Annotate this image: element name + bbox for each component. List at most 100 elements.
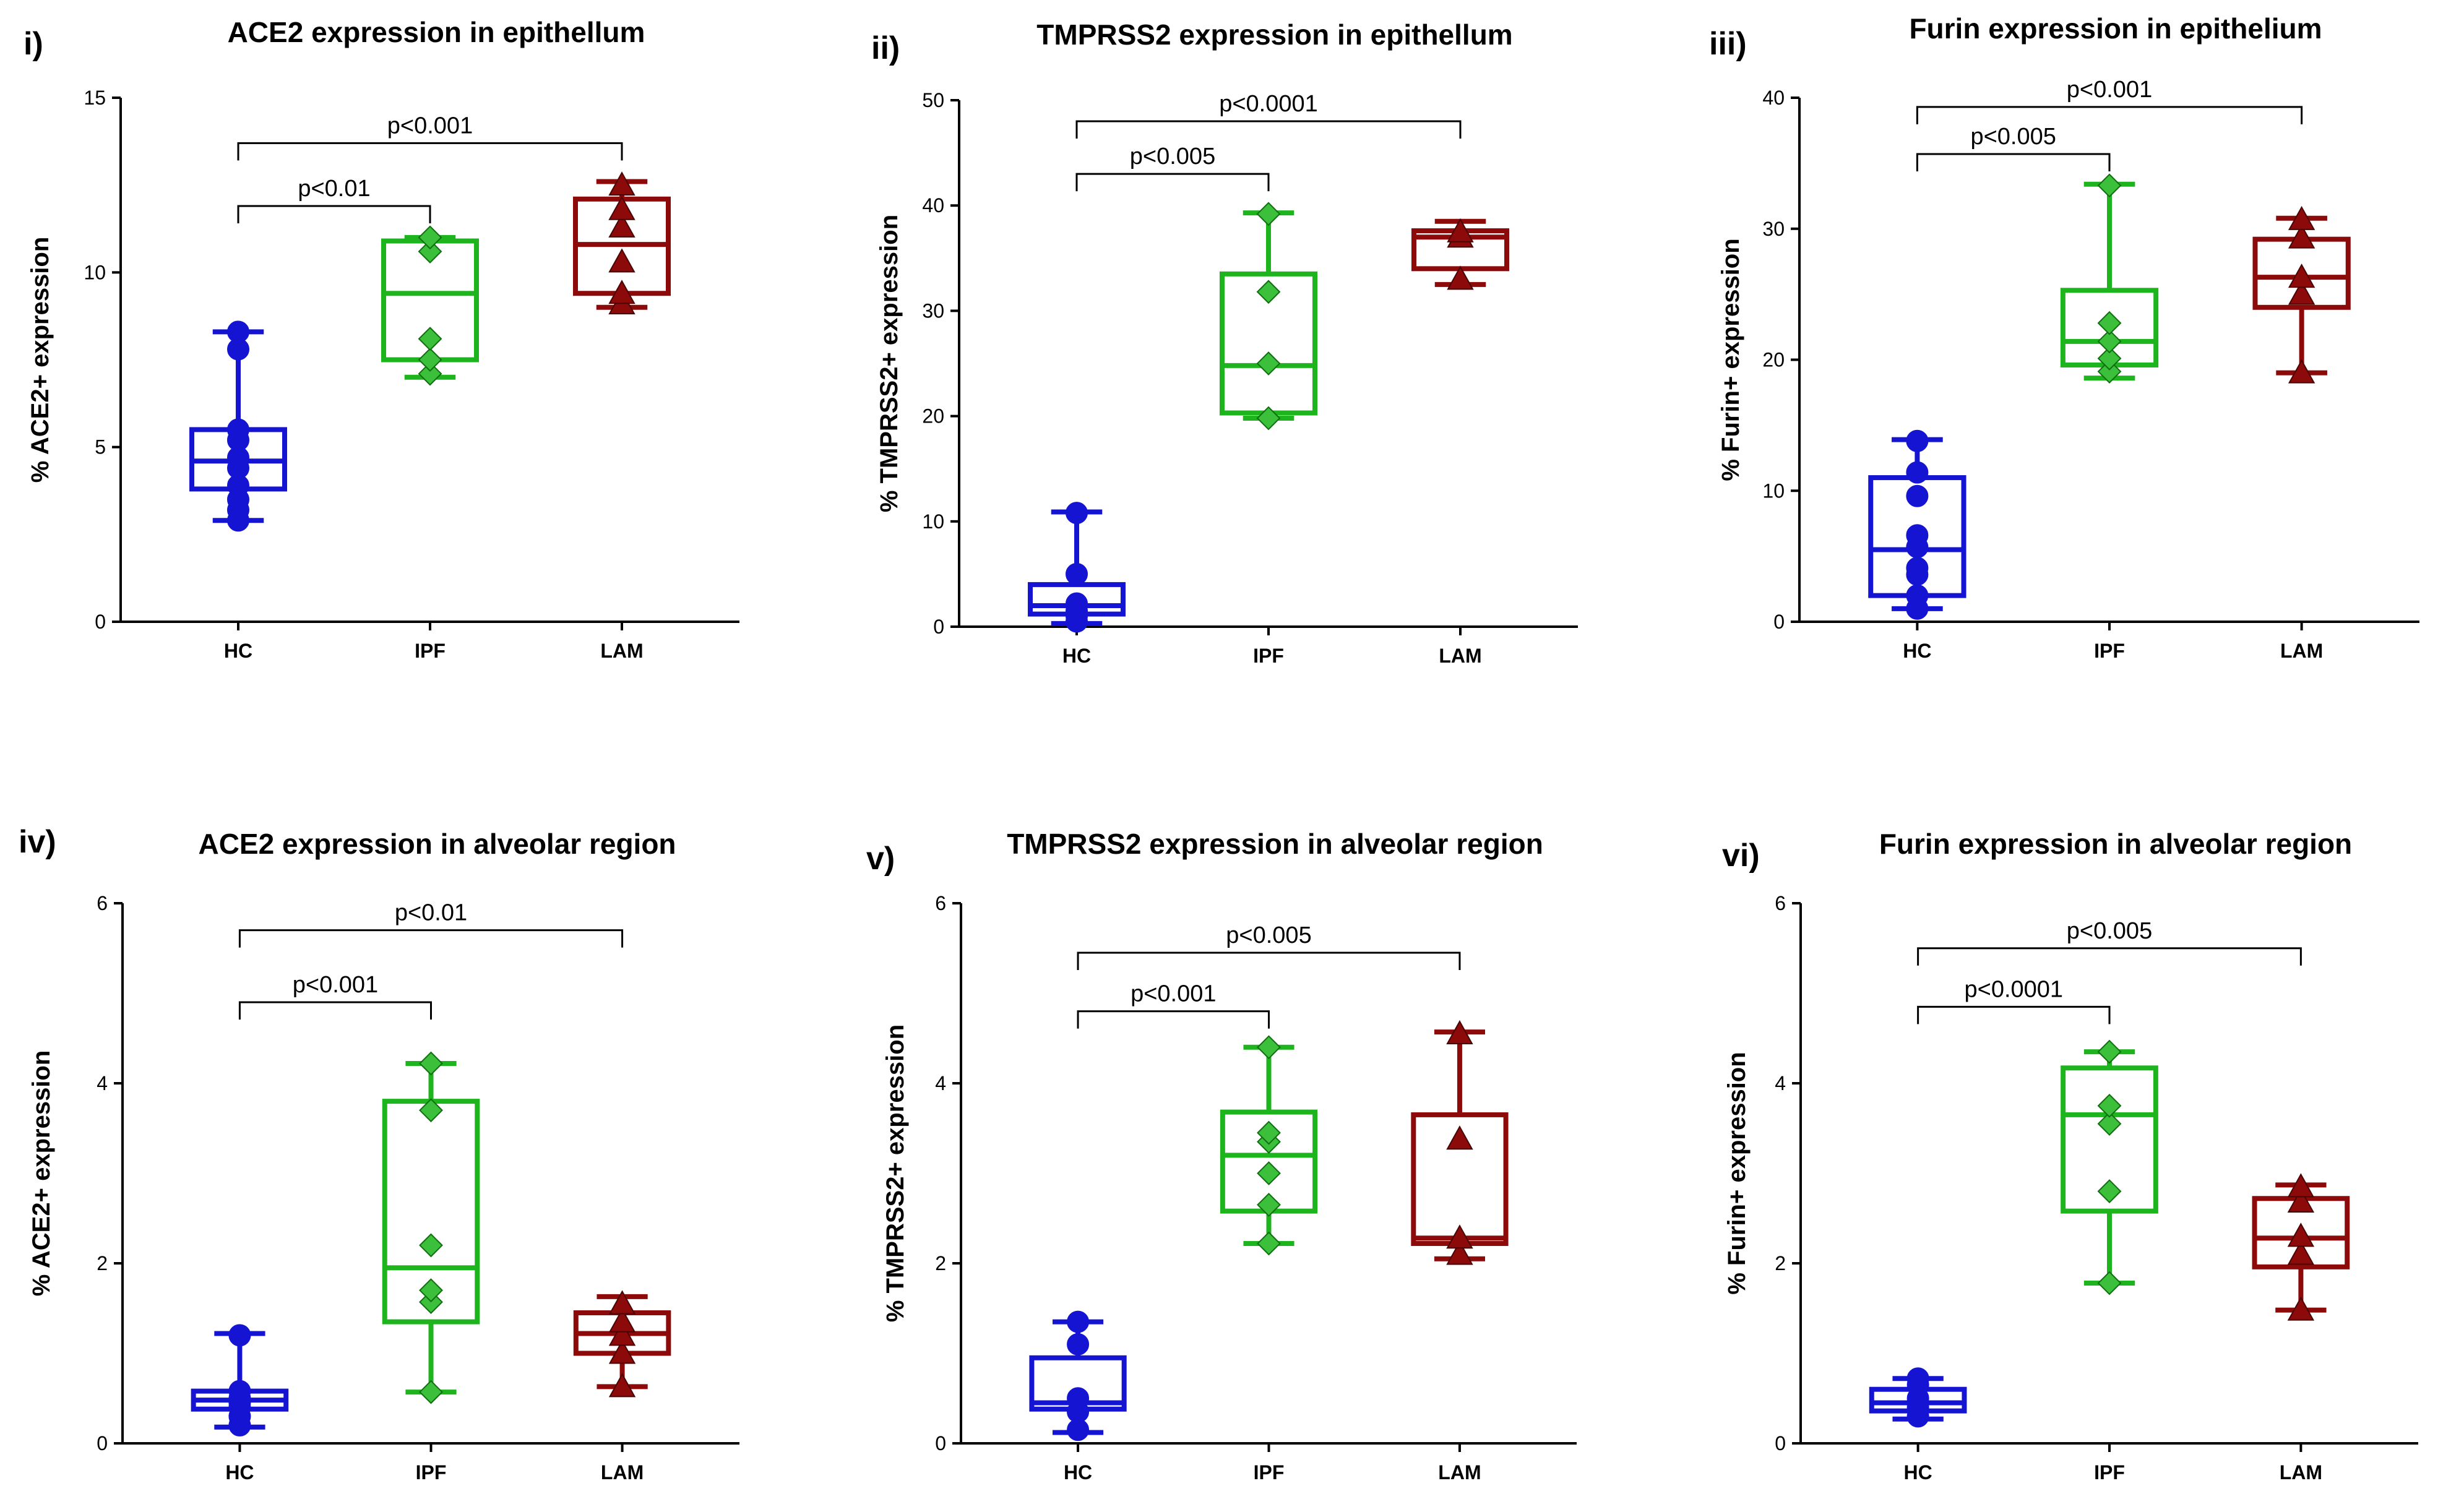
iqr-box [2061, 1065, 2158, 1214]
data-point-hc [1066, 562, 1088, 585]
chart-title: Furin expression in epithelium [1909, 12, 2322, 45]
x-tick-label: HC [1064, 1461, 1092, 1484]
p-value-label: p<0.005 [1226, 922, 1311, 948]
data-point-hc [1906, 461, 1929, 484]
panel-label: v) [866, 841, 895, 877]
y-tick-label: 2 [97, 1252, 108, 1274]
data-point-hc [1067, 1333, 1090, 1355]
p-value-label: p<0.01 [298, 176, 370, 202]
box-series-ipf [2061, 1039, 2158, 1295]
y-tick-label: 0 [1773, 611, 1785, 633]
y-tick-label: 6 [1775, 892, 1786, 914]
box-series-hc [191, 1324, 289, 1437]
y-tick-label: 5 [95, 436, 106, 458]
x-tick-label: IPF [2094, 1461, 2125, 1484]
significance-bracket [1077, 951, 1461, 971]
data-point-ipf [2097, 1112, 2122, 1136]
chart-title: ACE2 expression in epithellum [228, 16, 645, 48]
y-tick-label: 50 [922, 89, 944, 111]
y-tick-label: 6 [935, 892, 946, 914]
x-tick-label: LAM [2280, 1461, 2322, 1484]
data-point-lam [608, 171, 635, 196]
chart-title: Furin expression in alveolar region [1879, 828, 2352, 860]
chart-title: ACE2 expression in alveolar region [198, 828, 676, 860]
data-point-lam [608, 213, 635, 238]
box-series-lam [573, 1290, 671, 1398]
y-axis-label: % ACE2+ expression [28, 1050, 55, 1297]
data-point-ipf [1257, 1035, 1281, 1060]
data-point-ipf [1256, 406, 1281, 431]
x-tick-label: HC [225, 1461, 254, 1484]
data-point-lam [608, 1290, 636, 1315]
chart-panel-1: i) ACE2 expression in epithellum % ACE2+ e… [24, 16, 739, 662]
p-value-label: p<0.001 [387, 113, 473, 139]
box-series-ipf [381, 225, 479, 386]
y-tick-label: 30 [922, 299, 944, 322]
data-point-ipf [418, 239, 442, 264]
data-point-ipf [1257, 1120, 1281, 1145]
box-series-lam [1411, 218, 1509, 290]
x-tick-label: HC [224, 640, 252, 662]
x-tick-label: HC [1062, 645, 1091, 667]
box-series-ipf [382, 1051, 480, 1404]
data-point-lam [2287, 1188, 2315, 1213]
chart-title: TMPRSS2 expression in alveolar region [1007, 828, 1543, 860]
data-point-lam [608, 195, 635, 220]
data-point-lam [1446, 1240, 1473, 1265]
data-point-hc [1906, 484, 1929, 507]
y-tick-label: 10 [1762, 479, 1785, 502]
data-point-lam [608, 1373, 636, 1398]
data-point-lam [1446, 1020, 1473, 1044]
x-tick-label: IPF [1253, 645, 1284, 667]
box-series-hc [1868, 429, 1966, 620]
y-tick-label: 4 [935, 1072, 946, 1094]
y-tick-label: 2 [1775, 1252, 1786, 1274]
data-point-hc [1906, 557, 1929, 580]
data-point-lam [2287, 1173, 2315, 1198]
p-value-label: p<0.001 [2067, 77, 2152, 103]
p-value-label: p<0.005 [1130, 144, 1215, 170]
y-axis-label: % TMPRSS2+ expression [876, 215, 903, 512]
y-axis-label: % Furin+ expression [1723, 1052, 1751, 1294]
panel-label: iv) [19, 824, 56, 860]
data-point-hc [1067, 1387, 1090, 1410]
significance-bracket [237, 142, 623, 161]
chart-panel-6: vi) Furin expression in alveolar region % … [1722, 828, 2418, 1484]
p-value-label: p<0.005 [1970, 124, 2056, 150]
y-tick-label: 10 [922, 510, 944, 533]
x-tick-label: LAM [2280, 640, 2323, 662]
data-point-hc [1906, 1367, 1929, 1390]
data-point-ipf [419, 1051, 443, 1076]
p-value-label: p<0.001 [1131, 981, 1216, 1007]
x-tick-label: IPF [416, 1461, 447, 1484]
y-tick-label: 0 [1775, 1432, 1786, 1454]
panel-label: iii) [1709, 26, 1747, 62]
data-point-ipf [2097, 329, 2122, 354]
data-point-ipf [419, 1380, 443, 1404]
data-point-hc [1906, 584, 1929, 607]
panel-label: vi) [1722, 838, 1760, 874]
x-tick-label: IPF [415, 640, 446, 662]
chart-panel-4: iv) ACE2 expression in alveolar region % A… [19, 824, 739, 1484]
data-point-hc [1906, 524, 1929, 547]
panel-label: i) [24, 26, 43, 62]
box-series-lam [573, 171, 671, 315]
y-tick-label: 0 [97, 1432, 108, 1454]
data-point-hc [227, 320, 249, 343]
chart-panel-2: ii) TMPRSS2 expression in epithellum % TMP… [871, 19, 1578, 667]
significance-bracket [1916, 106, 2303, 124]
p-value-label: p<0.005 [2067, 918, 2152, 944]
data-point-lam [608, 248, 635, 273]
data-point-ipf [418, 348, 442, 372]
data-point-lam [1447, 218, 1474, 243]
data-point-ipf [419, 1098, 443, 1123]
significance-bracket [238, 1001, 432, 1020]
box-series-hc [1028, 502, 1126, 633]
data-point-lam [608, 1321, 636, 1346]
data-point-ipf [2097, 173, 2122, 198]
data-point-ipf [2097, 1039, 2122, 1064]
y-tick-label: 30 [1762, 218, 1785, 240]
data-point-ipf [418, 225, 442, 250]
p-value-label: p<0.0001 [1965, 976, 2064, 1002]
